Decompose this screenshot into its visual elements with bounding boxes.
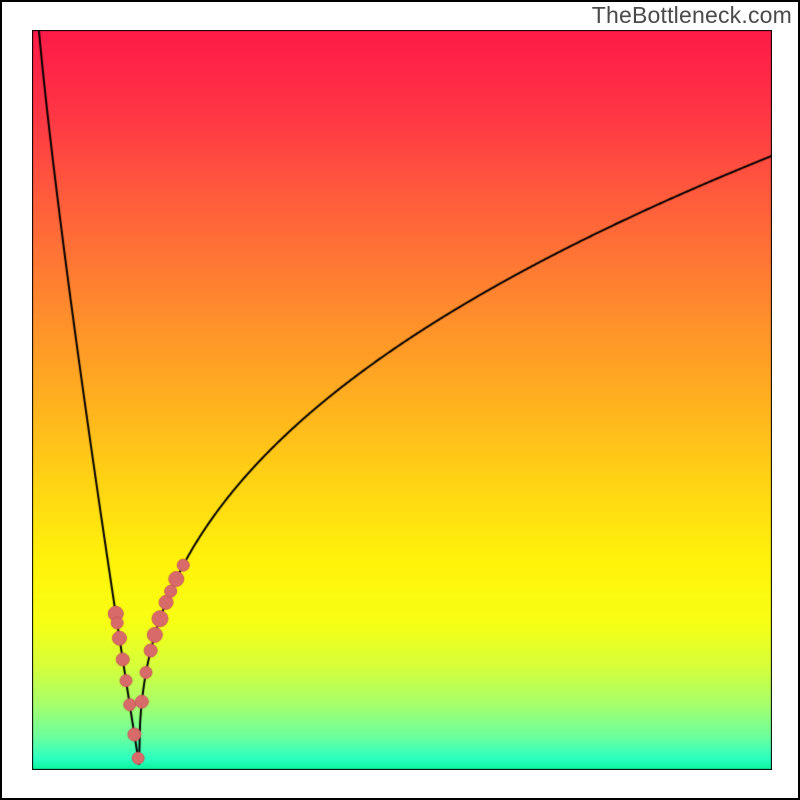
chart-stage: TheBottleneck.com [0, 0, 800, 800]
plot-area [32, 30, 772, 770]
curve-layer [32, 30, 772, 770]
watermark-text: TheBottleneck.com [592, 2, 792, 29]
